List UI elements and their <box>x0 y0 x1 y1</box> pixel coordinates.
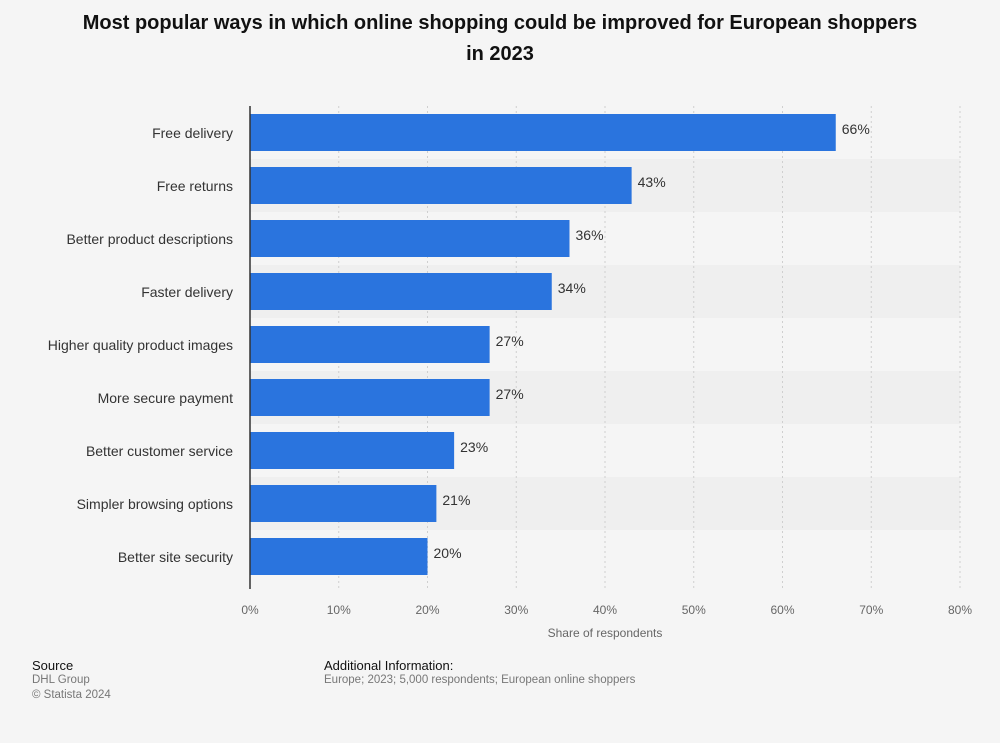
value-label: 66% <box>842 121 870 137</box>
x-tick-label: 50% <box>682 603 706 617</box>
value-label: 27% <box>496 386 524 402</box>
x-tick-label: 40% <box>593 603 617 617</box>
bar <box>250 167 632 204</box>
category-label: Better product descriptions <box>66 231 233 247</box>
x-tick-label: 20% <box>415 603 439 617</box>
x-tick-label: 60% <box>770 603 794 617</box>
bar <box>250 379 490 416</box>
tick-labels: 0% 10% 20% 30% 40% 50% 60% 70% 80% <box>241 603 972 617</box>
chart-title: Most popular ways in which online shoppi… <box>82 12 918 65</box>
category-label: Free delivery <box>152 125 233 141</box>
bar <box>250 485 437 522</box>
category-label: Better site security <box>118 549 233 565</box>
value-label: 27% <box>496 333 524 349</box>
value-label: 34% <box>558 280 586 296</box>
bar <box>250 538 428 575</box>
x-tick-label: 70% <box>859 603 883 617</box>
copyright: © Statista 2024 <box>32 689 111 701</box>
value-label: 43% <box>638 174 666 190</box>
source-name: DHL Group <box>32 674 90 686</box>
x-tick-label: 30% <box>504 603 528 617</box>
x-tick-label: 80% <box>948 603 972 617</box>
category-labels: Free delivery Free returns Better product … <box>48 125 233 565</box>
x-tick-label: 0% <box>241 603 259 617</box>
value-label: 36% <box>576 227 604 243</box>
source-block: Source DHL Group © Statista 2024 <box>32 658 111 703</box>
source-title: Source <box>32 658 74 673</box>
bar <box>250 326 490 363</box>
x-axis-title: Share of respondents <box>548 626 663 640</box>
category-label: Simpler browsing options <box>77 496 233 512</box>
additional-info-block: Additional Information: Europe; 2023; 5,… <box>324 658 635 688</box>
bar <box>250 432 455 469</box>
value-label: 21% <box>442 492 470 508</box>
category-label: Higher quality product images <box>48 337 233 353</box>
category-label: Faster delivery <box>141 284 233 300</box>
bar-chart: 66% 43% 36% 34% 27% 27% 23% 21% 20% Free deliver… <box>48 106 972 640</box>
info-text: Europe; 2023; 5,000 respondents; Europea… <box>324 674 636 686</box>
x-tick-label: 10% <box>327 603 351 617</box>
bar <box>250 273 552 310</box>
bar <box>250 114 836 151</box>
bar <box>250 220 570 257</box>
category-label: More secure payment <box>98 390 234 406</box>
category-label: Better customer service <box>86 443 233 459</box>
info-title: Additional Information: <box>324 658 454 673</box>
category-label: Free returns <box>157 178 233 194</box>
bars: 66% 43% 36% 34% 27% 27% 23% 21% 20% <box>250 114 870 575</box>
value-label: 20% <box>434 545 462 561</box>
value-label: 23% <box>460 439 488 455</box>
